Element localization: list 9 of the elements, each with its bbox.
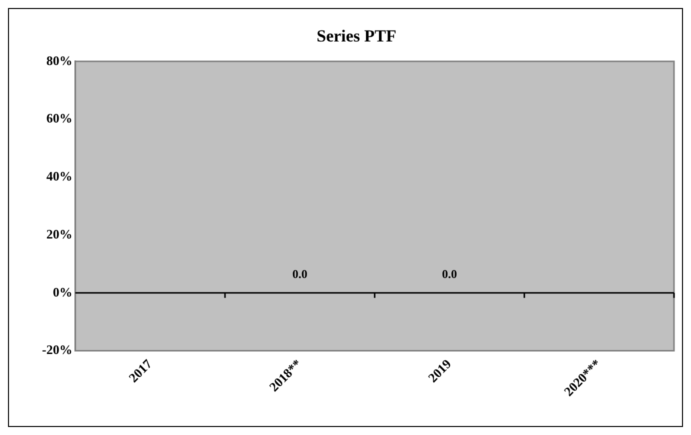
y-tick-label: 20%	[46, 226, 72, 242]
y-tick-label: -20%	[42, 342, 72, 358]
data-label: 0.0	[442, 267, 457, 282]
y-tick-label: 60%	[46, 110, 72, 126]
chart-title: Series PTF	[316, 26, 396, 46]
y-tick-label: 80%	[46, 52, 72, 68]
y-tick-label: 40%	[46, 168, 72, 184]
y-tick-label: 0%	[52, 284, 72, 300]
data-label: 0.0	[292, 267, 308, 282]
